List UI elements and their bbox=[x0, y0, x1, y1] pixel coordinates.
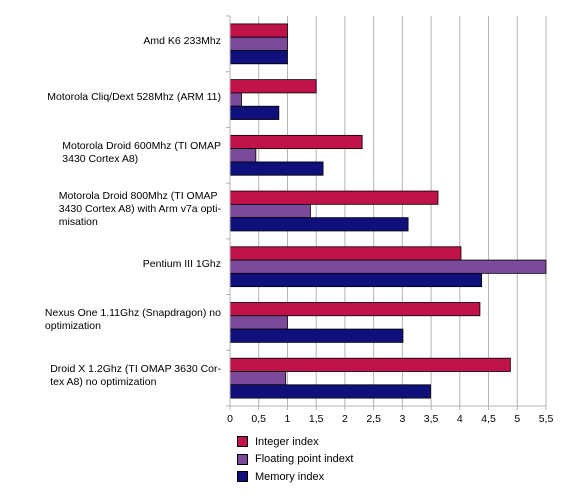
bar bbox=[229, 246, 462, 261]
legend-swatch bbox=[237, 453, 248, 465]
legend-label: Floating point indext bbox=[255, 453, 354, 466]
bar bbox=[229, 203, 311, 219]
category-label: Motorola Droid 800Mhz (TI OMAP 3430 Cort… bbox=[58, 189, 221, 228]
bar bbox=[229, 50, 288, 65]
bar bbox=[229, 328, 404, 343]
legend-swatch bbox=[237, 436, 248, 448]
x-tick-label: 4 bbox=[457, 413, 463, 425]
bar bbox=[229, 92, 242, 107]
bar bbox=[229, 384, 431, 399]
legend-item: Memory index bbox=[237, 468, 353, 486]
x-tick-label: 1,5 bbox=[309, 413, 324, 425]
legend: Integer index Floating point indext Memory… bbox=[237, 433, 353, 486]
legend-item: Integer index bbox=[237, 433, 353, 451]
legend-swatch bbox=[237, 471, 248, 483]
category-label: Motorola Cliq/Dext 528Mhz (ARM 11) bbox=[47, 91, 221, 104]
bar bbox=[229, 23, 288, 38]
x-tick-label: 0,5 bbox=[251, 413, 266, 425]
x-tick-label: 2,5 bbox=[366, 413, 381, 425]
bar bbox=[229, 315, 288, 330]
x-tick-label: 0 bbox=[227, 413, 233, 425]
bar bbox=[229, 148, 257, 163]
legend-item: Floating point indext bbox=[237, 451, 353, 469]
category-label: Pentium III 1Ghz bbox=[142, 258, 221, 271]
category-label: Droid X 1.2Ghz (TI OMAP 3630 Cor- tex A8… bbox=[50, 363, 221, 389]
bar bbox=[229, 259, 547, 274]
category-label: Motorola Droid 600Mhz (TI OMAP 3430 Cort… bbox=[62, 140, 221, 166]
legend-label: Memory index bbox=[255, 470, 325, 483]
x-tick-label: 5,5 bbox=[539, 413, 554, 425]
x-tick-label: 3 bbox=[399, 413, 405, 425]
bar bbox=[229, 134, 363, 150]
bar bbox=[229, 371, 287, 386]
bar bbox=[229, 190, 439, 205]
bar bbox=[229, 217, 409, 232]
bar bbox=[229, 302, 481, 317]
x-tick-label: 1 bbox=[285, 413, 291, 425]
bar bbox=[229, 357, 511, 372]
category-label: Amd K6 233Mhz bbox=[143, 35, 221, 48]
legend-label: Integer index bbox=[255, 435, 319, 448]
bar bbox=[229, 79, 317, 94]
bar bbox=[229, 36, 288, 51]
category-label: Nexus One 1.11Ghz (Snapdragon) no optimi… bbox=[44, 307, 221, 333]
x-tick-label: 4,5 bbox=[481, 413, 496, 425]
bar bbox=[229, 272, 483, 288]
bar bbox=[229, 105, 280, 120]
bar bbox=[229, 161, 324, 176]
x-tick-label: 5 bbox=[514, 413, 520, 425]
x-tick-label: 3,5 bbox=[424, 413, 439, 425]
x-tick-label: 2 bbox=[342, 413, 348, 425]
